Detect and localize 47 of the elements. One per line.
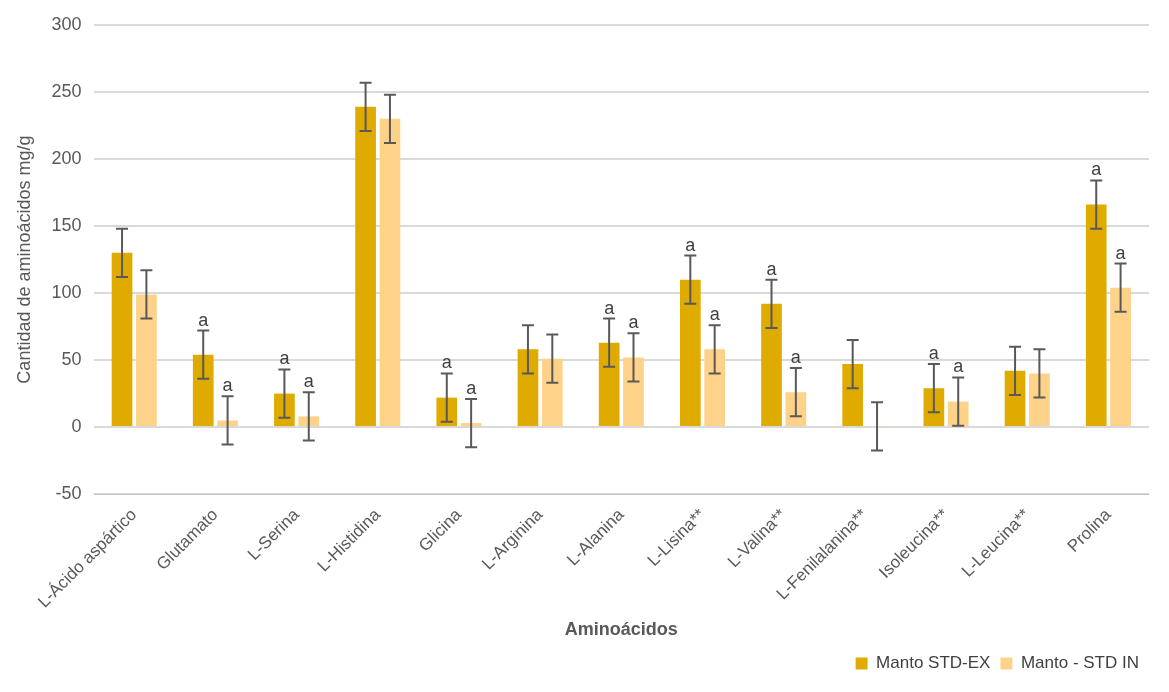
data-label: a	[222, 375, 234, 396]
bar	[136, 294, 157, 427]
y-tick-label: 300	[51, 13, 82, 34]
data-label: a	[1115, 242, 1127, 263]
bar	[541, 358, 563, 427]
y-tick-label: -50	[55, 483, 82, 504]
bar	[623, 357, 644, 427]
y-tick-label: 250	[51, 80, 82, 101]
y-tick-label: 50	[61, 349, 82, 370]
y-tick-label: 100	[51, 282, 82, 303]
bar	[217, 420, 238, 427]
bar	[1085, 204, 1107, 427]
bar	[842, 364, 864, 427]
data-label: a	[303, 371, 315, 392]
bar	[1029, 373, 1050, 427]
legend-label: Manto - STD IN	[1020, 653, 1140, 673]
bar	[192, 354, 214, 427]
data-label: a	[790, 347, 802, 368]
bar	[355, 106, 376, 427]
bar	[761, 303, 782, 427]
data-label: a	[709, 304, 721, 325]
bar	[298, 416, 320, 427]
data-label: a	[628, 312, 640, 333]
bar	[379, 118, 401, 427]
data-label: a	[1091, 159, 1103, 180]
bar	[1110, 287, 1131, 427]
y-tick-label: 0	[71, 416, 82, 437]
bar	[598, 342, 620, 427]
legend-label: Manto STD-EX	[876, 653, 991, 673]
data-label: a	[953, 356, 965, 377]
y-tick-label: 200	[51, 148, 82, 168]
bar	[1004, 370, 1026, 427]
y-axis-title: Cantidad de aminoácidos mg/g	[13, 135, 34, 384]
bar	[517, 349, 539, 427]
bar	[111, 252, 133, 427]
data-label: a	[604, 297, 616, 318]
data-label: a	[441, 352, 453, 373]
x-axis-title: Aminoácidos	[564, 619, 678, 640]
data-label: a	[466, 377, 478, 398]
data-label: a	[279, 348, 291, 369]
data-label: a	[198, 309, 210, 330]
y-tick-label: 150	[51, 215, 82, 236]
bar	[704, 349, 726, 427]
bar	[679, 279, 701, 427]
data-label: a	[685, 234, 697, 255]
data-label: a	[928, 343, 940, 364]
data-label: a	[766, 258, 778, 279]
